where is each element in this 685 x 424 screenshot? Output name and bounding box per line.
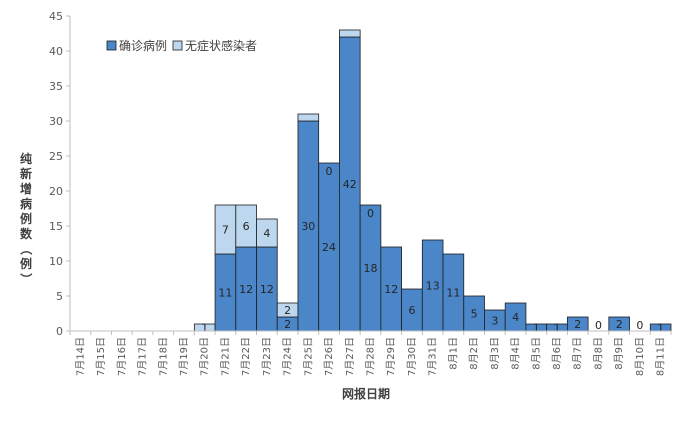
- y-tick-label: 45: [49, 10, 63, 23]
- x-tick-label: 7月28日: [365, 337, 377, 376]
- legend-swatch-confirmed: [106, 40, 117, 51]
- x-tick-label: 7月14日: [74, 337, 86, 376]
- y-axis-title-char: ）: [19, 273, 34, 285]
- data-label-confirmed: 5: [471, 308, 478, 321]
- data-label-confirmed: 4: [512, 311, 519, 324]
- y-tick-label: 10: [49, 255, 63, 268]
- data-label-asymptomatic: 0: [326, 165, 333, 178]
- data-label-confirmed: 2: [616, 318, 623, 331]
- bars: [193, 29, 672, 332]
- data-label-confirmed: 1: [657, 322, 664, 335]
- data-label-confirmed: 0: [636, 319, 643, 332]
- bar-asymptomatic: [339, 29, 361, 38]
- y-tick-label: 0: [56, 325, 63, 338]
- data-label-confirmed: 6: [408, 304, 415, 317]
- data-label-confirmed: 11: [446, 287, 460, 300]
- data-label-confirmed: 1: [533, 322, 540, 335]
- x-tick-label: 7月24日: [282, 337, 294, 376]
- x-tick-label: 7月19日: [178, 337, 190, 376]
- x-tick-label: 7月25日: [302, 337, 314, 376]
- x-axis: 7月14日 7月15日 7月16日 7月17日 7月18日 7月19日 7月20日 7月21日…: [69, 330, 672, 376]
- x-tick-label: 8月2日: [468, 337, 480, 370]
- data-label-confirmed: 2: [574, 318, 581, 331]
- legend-swatch-asymptomatic: [172, 40, 183, 51]
- legend: 确诊病例 无症状感染者: [106, 38, 257, 53]
- x-tick-label: 8月4日: [510, 337, 522, 370]
- bar-asymptomatic: [256, 218, 278, 248]
- data-label-confirmed: 30: [301, 220, 315, 233]
- data-label-confirmed: 1: [554, 322, 561, 335]
- y-tick-label: 20: [49, 185, 63, 198]
- x-tick-label: 8月7日: [572, 337, 584, 370]
- x-tick-label: 7月30日: [406, 337, 418, 376]
- x-tick-label: 7月22日: [240, 337, 252, 376]
- data-label-confirmed: 11: [218, 287, 232, 300]
- data-label-confirmed: 24: [322, 241, 336, 254]
- y-axis-title-char: 例: [20, 256, 32, 271]
- data-label-asymptomatic: 4: [263, 227, 270, 240]
- data-label-asymptomatic: 6: [243, 220, 250, 233]
- x-tick-label: 8月5日: [530, 337, 542, 370]
- data-label-asymptomatic: 1: [201, 322, 208, 335]
- x-axis-title: 网报日期: [342, 386, 390, 401]
- y-axis-title-char: 数: [20, 226, 33, 241]
- data-label-confirmed: 42: [343, 178, 357, 191]
- x-tick-label: 8月9日: [613, 337, 625, 370]
- x-tick-label: 8月11日: [655, 337, 667, 376]
- x-tick-label: 8月1日: [447, 337, 459, 370]
- x-tick-label: 8月6日: [551, 337, 563, 370]
- x-tick-label: 7月18日: [157, 337, 169, 376]
- data-label-asymptomatic: 2: [284, 304, 291, 317]
- data-label-confirmed: 18: [364, 262, 378, 275]
- x-tick-label: 7月16日: [116, 337, 128, 376]
- data-label-confirmed: 12: [384, 283, 398, 296]
- y-tick-label: 25: [49, 150, 63, 163]
- data-label-confirmed: 13: [426, 280, 440, 293]
- data-label-asymptomatic: 7: [222, 224, 229, 237]
- data-label-confirmed: 12: [239, 283, 253, 296]
- y-tick-label: 40: [49, 45, 63, 58]
- x-tick-label: 7月17日: [137, 337, 149, 376]
- y-axis-title-char: 纯: [20, 151, 32, 166]
- y-tick-label: 30: [49, 115, 63, 128]
- y-tick-label: 5: [56, 290, 63, 303]
- bar-asymptomatic: [297, 113, 320, 122]
- x-tick-label: 7月21日: [219, 337, 231, 376]
- y-axis-title-char: 病: [20, 196, 32, 211]
- x-tick-label: 7月26日: [323, 337, 335, 376]
- x-tick-label: 7月15日: [95, 337, 107, 376]
- legend-label-confirmed: 确诊病例: [119, 38, 167, 53]
- y-axis-title-char: 新: [20, 166, 32, 181]
- x-tick-label: 7月31日: [427, 337, 439, 376]
- x-tick-label: 7月29日: [385, 337, 397, 376]
- x-tick-label: 7月23日: [261, 337, 273, 376]
- x-tick-label: 7月20日: [199, 337, 211, 376]
- y-axis-title-char: 增: [20, 181, 32, 196]
- data-label-confirmed: 0: [595, 319, 602, 332]
- x-tick-label: 7月27日: [344, 337, 356, 376]
- data-label-confirmed: 3: [491, 315, 498, 328]
- data-label-asymptomatic: 0: [367, 207, 374, 220]
- data-label-confirmed: 12: [260, 283, 274, 296]
- y-axis-title-char: 例: [20, 211, 32, 226]
- legend-label-asymptomatic: 无症状感染者: [185, 38, 257, 53]
- x-tick-label: 8月8日: [592, 337, 604, 370]
- y-tick-label: 15: [49, 220, 63, 233]
- y-axis-title-char: （: [19, 243, 34, 255]
- y-axis: 0 5 10 15 20 25 30 35 40 45: [49, 10, 71, 338]
- y-tick-label: 35: [49, 80, 63, 93]
- x-tick-label: 8月3日: [489, 337, 501, 370]
- x-tick-label: 8月10日: [634, 337, 646, 376]
- data-label-confirmed: 2: [284, 318, 291, 331]
